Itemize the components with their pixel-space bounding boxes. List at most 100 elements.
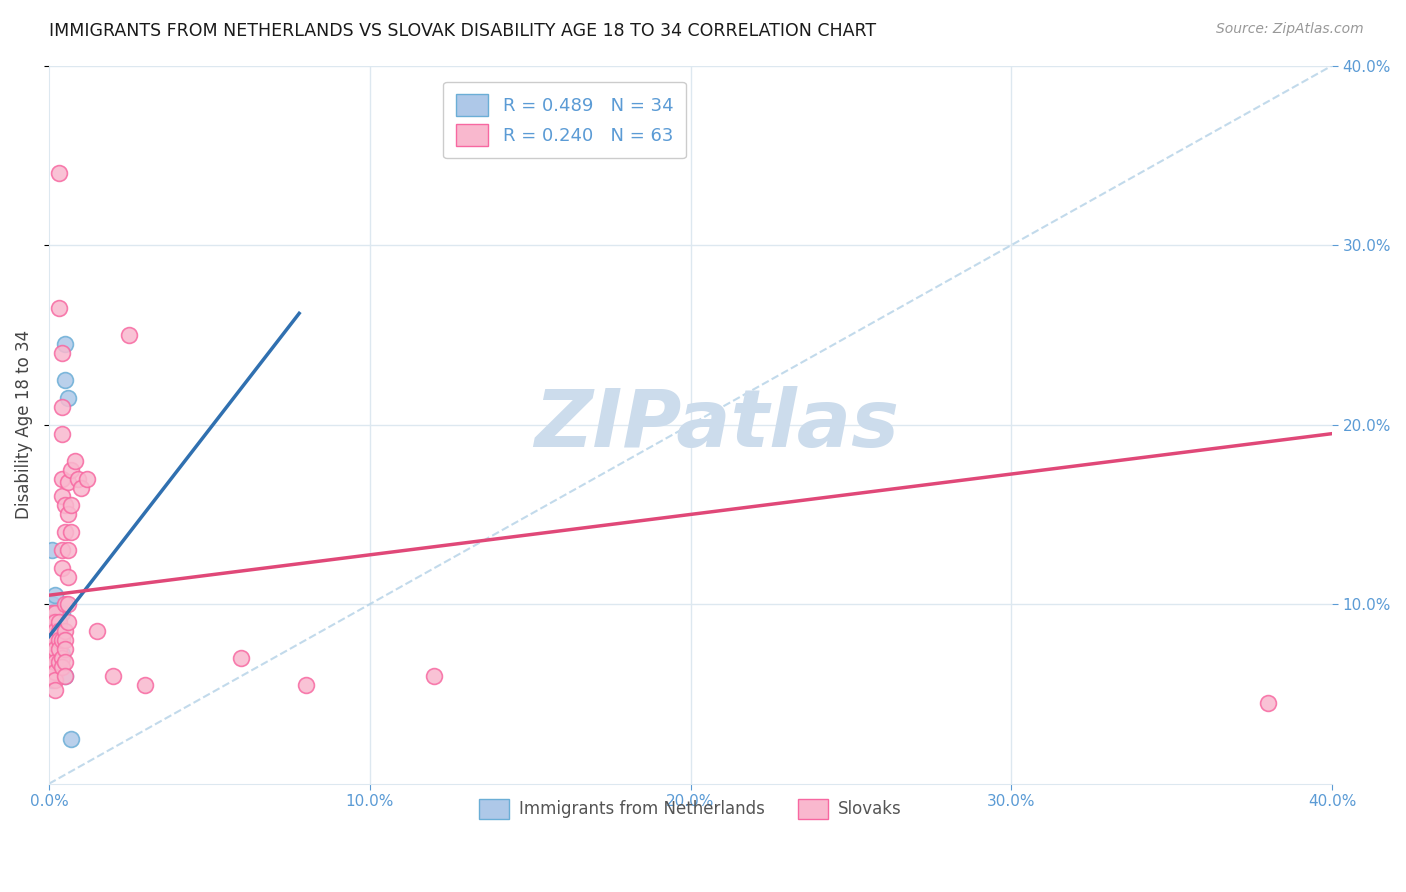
Point	[44, 648, 66, 662]
Point	[48, 606, 70, 620]
Point	[118, 327, 141, 342]
Point	[48, 660, 70, 674]
Point	[41, 637, 63, 651]
Point	[53, 655, 76, 669]
Point	[53, 499, 76, 513]
Point	[44, 665, 66, 680]
Point	[48, 166, 70, 180]
Point	[48, 648, 70, 662]
Point	[60, 499, 83, 513]
Point	[70, 481, 93, 495]
Point	[60, 731, 83, 746]
Point	[53, 597, 76, 611]
Point	[51, 606, 73, 620]
Point	[41, 543, 63, 558]
Point	[58, 508, 80, 522]
Point	[44, 615, 66, 629]
Point	[48, 633, 70, 648]
Point	[44, 673, 66, 687]
Point	[41, 606, 63, 620]
Text: ZIPatlas: ZIPatlas	[534, 385, 898, 464]
Point	[41, 642, 63, 657]
Point	[53, 337, 76, 351]
Point	[41, 669, 63, 683]
Point	[48, 615, 70, 629]
Point	[44, 655, 66, 669]
Point	[44, 683, 66, 698]
Point	[44, 624, 66, 639]
Point	[41, 630, 63, 644]
Legend: Immigrants from Netherlands, Slovaks: Immigrants from Netherlands, Slovaks	[472, 792, 908, 826]
Point	[41, 606, 63, 620]
Point	[101, 669, 124, 683]
Point	[58, 615, 80, 629]
Point	[44, 606, 66, 620]
Point	[51, 561, 73, 575]
Point	[44, 637, 66, 651]
Point	[51, 543, 73, 558]
Point	[44, 588, 66, 602]
Point	[41, 597, 63, 611]
Point	[1257, 696, 1279, 710]
Point	[58, 543, 80, 558]
Text: IMMIGRANTS FROM NETHERLANDS VS SLOVAK DISABILITY AGE 18 TO 34 CORRELATION CHART: IMMIGRANTS FROM NETHERLANDS VS SLOVAK DI…	[49, 22, 876, 40]
Point	[53, 642, 76, 657]
Point	[48, 655, 70, 669]
Point	[48, 619, 70, 633]
Point	[41, 651, 63, 665]
Point	[58, 570, 80, 584]
Point	[51, 633, 73, 648]
Point	[44, 606, 66, 620]
Point	[423, 669, 446, 683]
Point	[51, 426, 73, 441]
Point	[41, 642, 63, 657]
Point	[41, 624, 63, 639]
Point	[41, 655, 63, 669]
Point	[44, 630, 66, 644]
Point	[58, 475, 80, 489]
Point	[41, 619, 63, 633]
Point	[51, 630, 73, 644]
Point	[86, 624, 108, 639]
Point	[60, 462, 83, 476]
Point	[294, 678, 316, 692]
Point	[53, 624, 76, 639]
Point	[41, 624, 63, 639]
Point	[41, 665, 63, 680]
Point	[63, 453, 86, 467]
Point	[51, 660, 73, 674]
Point	[44, 619, 66, 633]
Point	[76, 471, 98, 485]
Point	[66, 471, 89, 485]
Point	[41, 673, 63, 687]
Point	[41, 648, 63, 662]
Y-axis label: Disability Age 18 to 34: Disability Age 18 to 34	[15, 330, 32, 519]
Point	[48, 301, 70, 315]
Point	[48, 642, 70, 657]
Point	[41, 633, 63, 648]
Point	[53, 669, 76, 683]
Point	[41, 615, 63, 629]
Text: Source: ZipAtlas.com: Source: ZipAtlas.com	[1216, 22, 1364, 37]
Point	[41, 611, 63, 625]
Point	[53, 669, 76, 683]
Point	[51, 346, 73, 360]
Point	[41, 660, 63, 674]
Point	[48, 624, 70, 639]
Point	[44, 655, 66, 669]
Point	[41, 660, 63, 674]
Point	[51, 648, 73, 662]
Point	[44, 633, 66, 648]
Point	[48, 637, 70, 651]
Point	[53, 633, 76, 648]
Point	[44, 642, 66, 657]
Point	[51, 651, 73, 665]
Point	[134, 678, 156, 692]
Point	[51, 400, 73, 414]
Point	[58, 391, 80, 405]
Point	[60, 525, 83, 540]
Point	[58, 597, 80, 611]
Point	[53, 525, 76, 540]
Point	[51, 490, 73, 504]
Point	[51, 471, 73, 485]
